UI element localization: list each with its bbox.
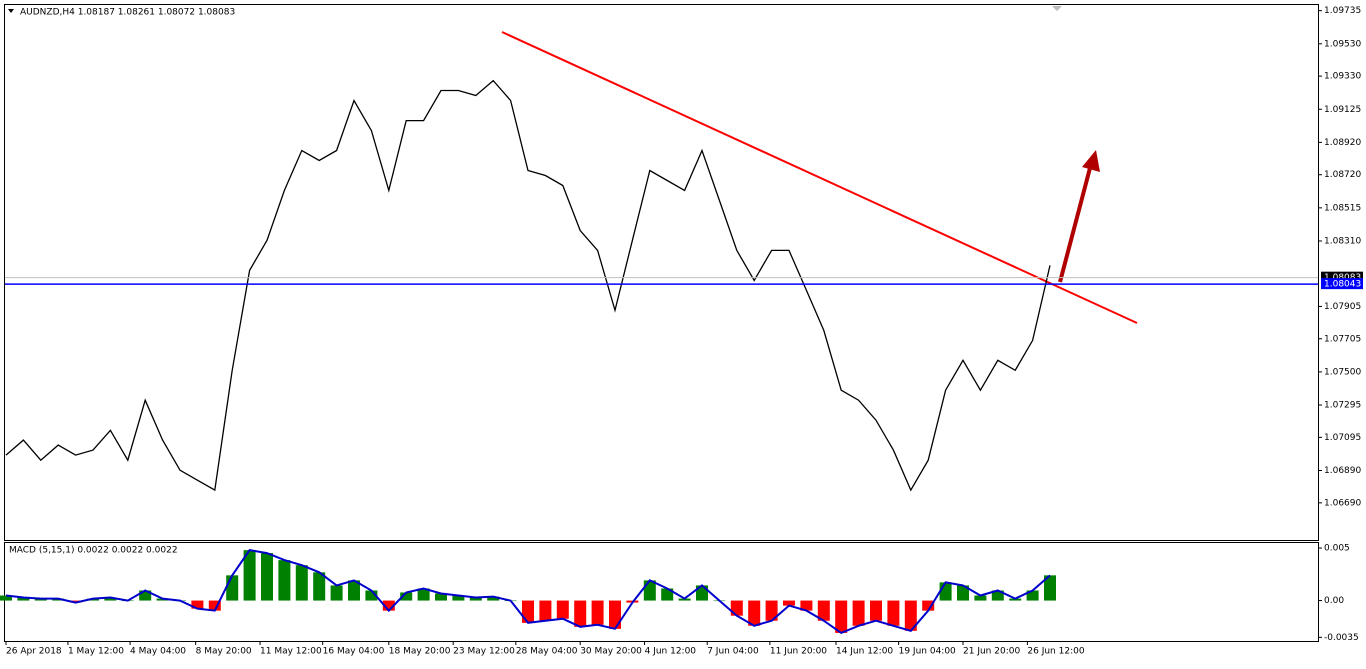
- y-tick-label: 0.00: [1324, 596, 1344, 606]
- x-tick-label: 26 Jun 12:00: [1027, 647, 1084, 657]
- macd-bar: [0, 595, 12, 601]
- macd-bar: [939, 582, 952, 601]
- macd-bar: [330, 585, 343, 601]
- macd-bar: [104, 597, 117, 601]
- macd-bar: [556, 600, 569, 619]
- shift-marker: [1052, 6, 1062, 11]
- x-tick-label: 1 May 12:00: [68, 647, 124, 657]
- y-tick-label: 1.07500: [1324, 367, 1361, 377]
- macd-bar: [609, 600, 621, 629]
- macd-bar: [435, 593, 447, 601]
- macd-bar: [852, 600, 865, 626]
- y-tick-label: 1.09330: [1324, 72, 1361, 82]
- y-tick-label: 1.08720: [1324, 170, 1361, 180]
- y-tick-label: 1.08515: [1324, 203, 1361, 213]
- last-price-box: [1321, 271, 1363, 283]
- y-tick-label: -0.0035: [1324, 633, 1359, 643]
- macd-bar: [417, 588, 430, 601]
- macd-bar: [400, 592, 413, 601]
- price-header: AUDNZD,H4 1.08187 1.08261 1.08072 1.0808…: [20, 8, 235, 18]
- macd-bar: [817, 600, 830, 621]
- macd-bar: [469, 597, 482, 601]
- macd-bar: [783, 600, 795, 606]
- macd-bar: [957, 585, 969, 601]
- x-tick-label: 23 May 12:00: [453, 647, 515, 657]
- macd-bar: [730, 600, 743, 616]
- x-tick-label: 11 Jun 20:00: [770, 647, 827, 657]
- y-tick-label: 1.07705: [1324, 334, 1361, 344]
- macd-bar: [365, 590, 378, 601]
- x-tick-label: 18 May 20:00: [389, 647, 451, 657]
- macd-bar: [904, 600, 917, 631]
- level-label: 1.08043: [1324, 280, 1361, 290]
- macd-bar: [748, 600, 761, 626]
- macd-bar: [278, 560, 291, 601]
- macd-bar: [243, 550, 256, 601]
- trend-line[interactable]: [501, 31, 1138, 324]
- level-box: [1321, 278, 1363, 290]
- macd-bar: [226, 575, 239, 601]
- x-tick-label: 4 May 04:00: [130, 647, 186, 657]
- macd-bar: [1026, 590, 1039, 601]
- macd-bar: [539, 600, 552, 621]
- macd-bar: [1044, 575, 1056, 601]
- macd-bar: [974, 595, 987, 601]
- macd-bar: [17, 597, 30, 601]
- x-tick-label: 14 Jun 12:00: [836, 647, 893, 657]
- macd-bar: [191, 600, 204, 609]
- y-tick-label: 1.07295: [1324, 401, 1361, 411]
- x-tick-label: 26 Apr 2018: [6, 647, 62, 657]
- price-panel: [4, 4, 1319, 541]
- x-tick-label: 11 May 12:00: [260, 647, 322, 657]
- macd-panel: [4, 542, 1319, 642]
- x-tick-label: 21 Jun 20:00: [963, 647, 1020, 657]
- y-tick-label: 1.06890: [1324, 466, 1361, 476]
- x-tick-label: 30 May 20:00: [580, 647, 642, 657]
- y-tick-label: 0.005: [1324, 544, 1350, 554]
- macd-bar: [835, 600, 848, 633]
- macd-bar: [887, 600, 900, 626]
- x-tick-label: 8 May 20:00: [196, 647, 252, 657]
- arrow-head: [1082, 150, 1100, 172]
- y-tick-label: 1.09735: [1324, 6, 1361, 16]
- macd-bar: [591, 600, 604, 625]
- x-tick-label: 16 May 04:00: [323, 647, 385, 657]
- macd-bar: [487, 596, 500, 601]
- macd-bar: [382, 600, 395, 611]
- macd-bar: [870, 600, 882, 621]
- macd-bar: [765, 600, 778, 621]
- macd-bar: [574, 600, 587, 627]
- y-tick-label: 1.07095: [1324, 433, 1361, 443]
- macd-bar: [69, 600, 82, 603]
- macd-line: [5, 549, 1051, 635]
- menu-triangle[interactable]: [8, 9, 14, 13]
- macd-bar: [139, 590, 152, 601]
- macd-bar: [313, 572, 326, 601]
- macd-bar: [208, 600, 221, 611]
- arrow-shaft: [1058, 167, 1092, 283]
- y-tick-label: 1.08920: [1324, 138, 1361, 148]
- x-tick-label: 28 May 04:00: [516, 647, 578, 657]
- y-tick-label: 1.09530: [1324, 39, 1361, 49]
- x-tick-label: 19 Jun 04:00: [899, 647, 956, 657]
- macd-bar: [661, 588, 674, 601]
- price-line: [5, 79, 1051, 492]
- y-tick-label: 1.06690: [1324, 498, 1361, 508]
- macd-bar: [295, 565, 308, 601]
- x-tick-label: 4 Jun 12:00: [645, 647, 697, 657]
- x-tick-label: 7 Jun 04:00: [707, 647, 759, 657]
- macd-bar: [922, 600, 935, 611]
- macd-bar: [348, 580, 360, 601]
- macd-bar: [522, 600, 534, 623]
- macd-bar: [800, 600, 813, 611]
- y-tick-label: 1.09125: [1324, 105, 1361, 115]
- macd-bar: [452, 595, 465, 601]
- macd-bar: [991, 590, 1004, 601]
- macd-header: MACD (5,15,1) 0.0022 0.0022 0.0022: [9, 546, 178, 556]
- y-tick-label: 1.07905: [1324, 302, 1361, 312]
- y-tick-label: 1.08310: [1324, 236, 1361, 246]
- macd-bar: [261, 553, 273, 601]
